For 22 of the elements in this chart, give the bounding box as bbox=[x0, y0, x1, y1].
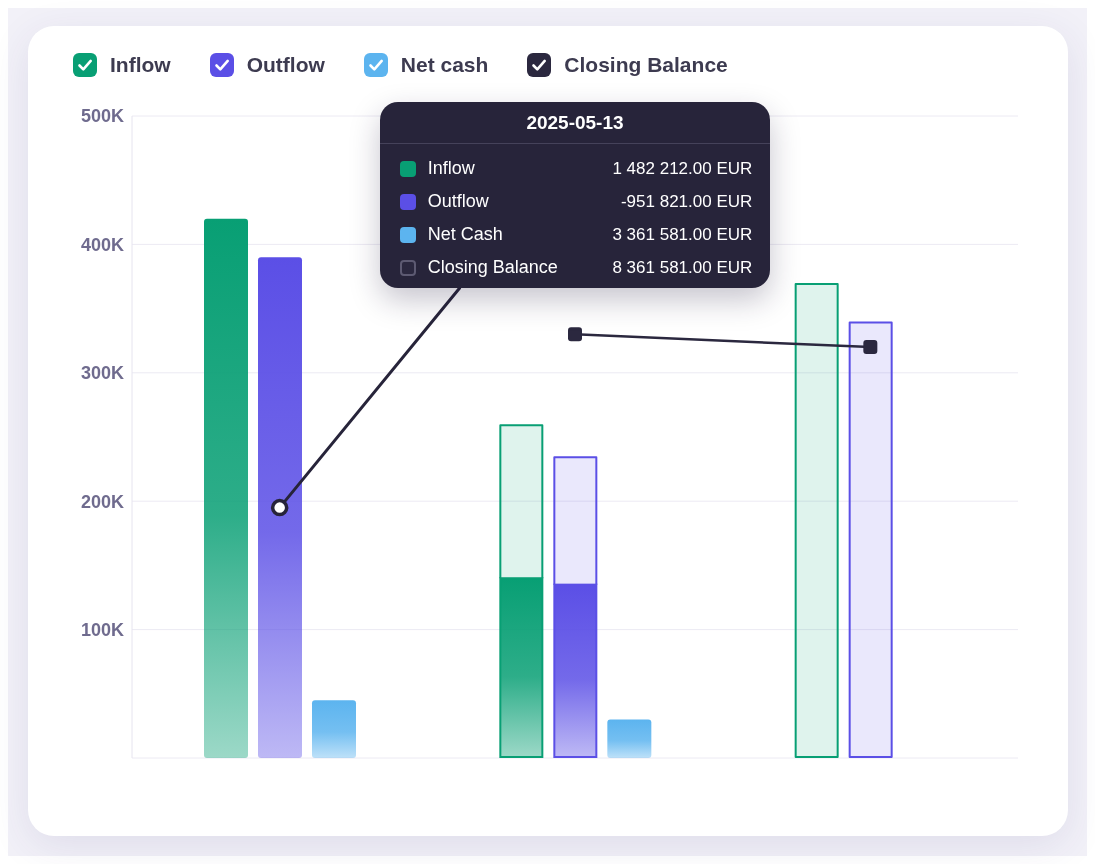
bar bbox=[607, 719, 652, 758]
legend-label: Outflow bbox=[246, 53, 325, 77]
annotation: 1 482 212.00 EUR bbox=[612, 158, 753, 179]
bar bbox=[204, 218, 248, 758]
annotation: 3 361 581.00 EUR bbox=[612, 224, 753, 245]
legend-label: Inflow bbox=[110, 53, 171, 77]
annotation: Inflow bbox=[427, 158, 476, 179]
legend-label: Net cash bbox=[400, 53, 489, 77]
bar bbox=[312, 700, 356, 758]
annotation: -951 821.00 EUR bbox=[620, 191, 753, 212]
annotation: 2025-05-13 bbox=[526, 111, 624, 134]
bar bbox=[258, 257, 302, 758]
annotation: Closing Balance bbox=[427, 257, 559, 278]
y-tick-label: 300K bbox=[80, 363, 124, 384]
legend-label: Closing Balance bbox=[564, 53, 728, 77]
annotation: Outflow bbox=[427, 191, 490, 212]
annotation: Net Cash bbox=[427, 224, 504, 245]
y-tick-label: 500K bbox=[80, 106, 124, 127]
annotation: 8 361 581.00 EUR bbox=[612, 257, 753, 278]
y-tick-label: 200K bbox=[80, 491, 124, 512]
y-tick-label: 400K bbox=[80, 234, 124, 255]
y-tick-label: 100K bbox=[80, 619, 124, 640]
